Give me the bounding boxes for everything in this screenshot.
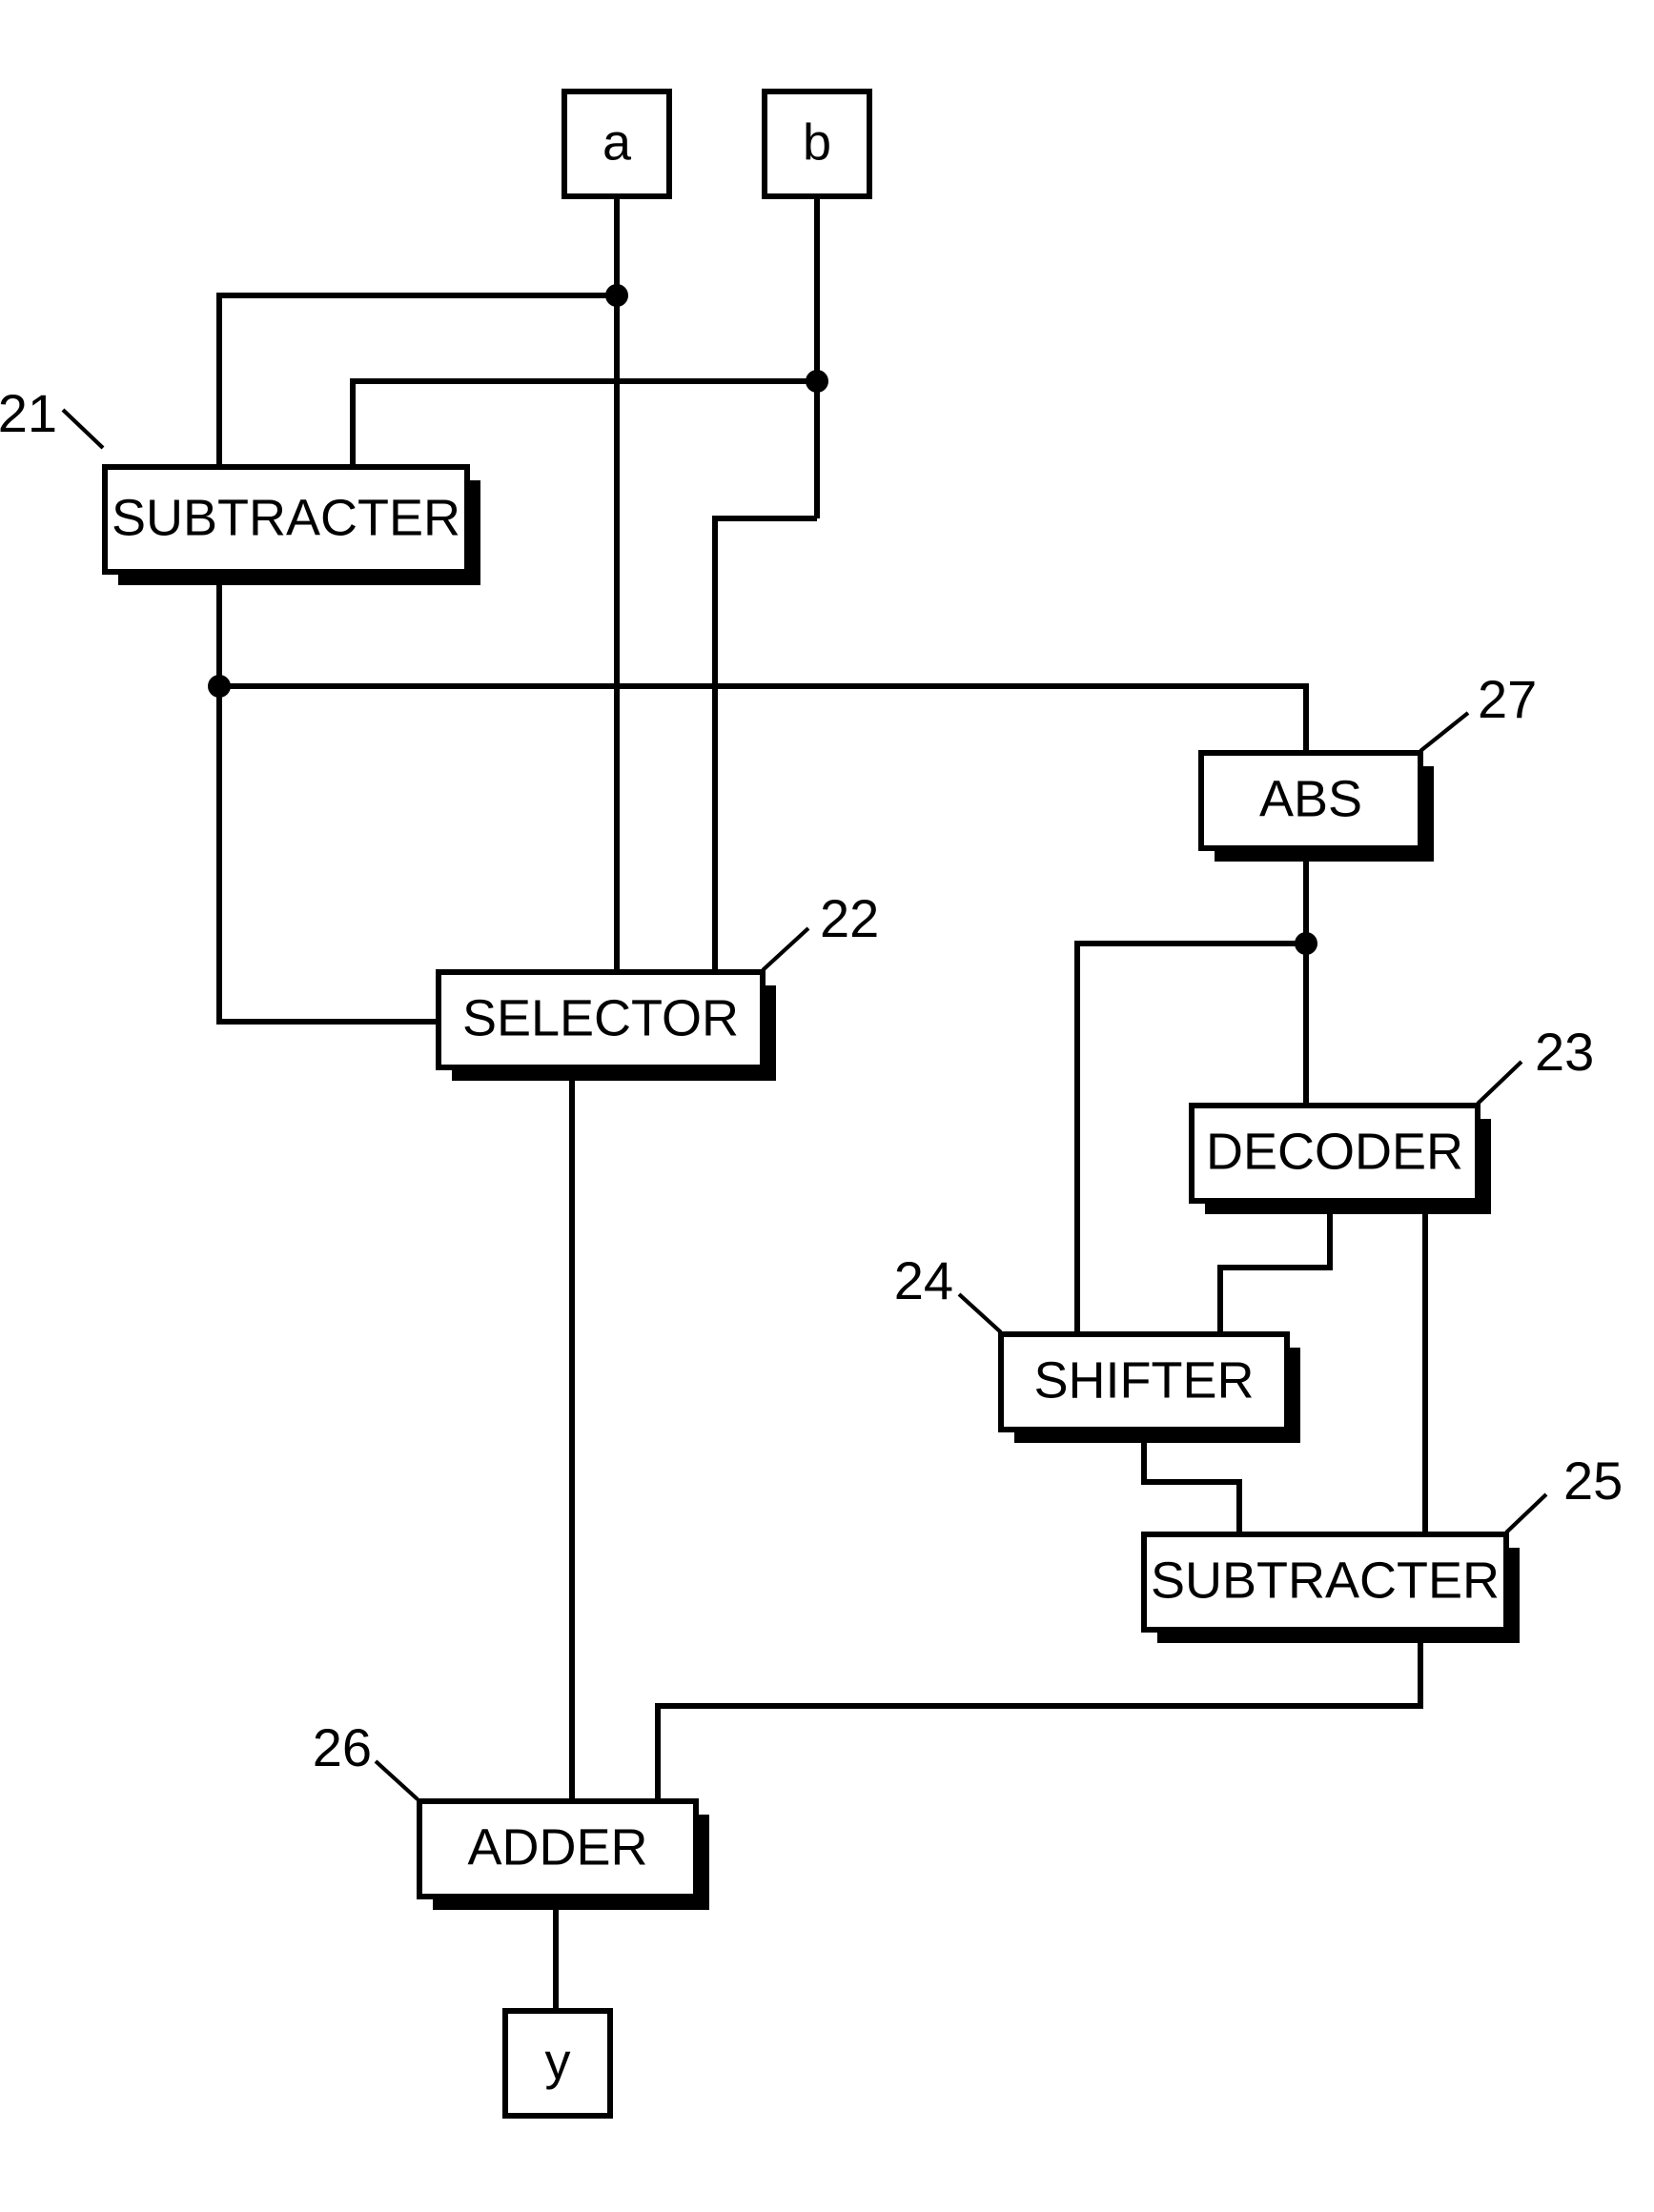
abs-ref: 27 xyxy=(1478,669,1537,729)
wire xyxy=(1144,1430,1239,1534)
ref-leader xyxy=(376,1761,418,1799)
ref-leader xyxy=(1420,713,1468,751)
y-label: y xyxy=(545,2033,571,2090)
wire xyxy=(1330,1201,1425,1534)
subtracter2-label: SUBTRACTER xyxy=(1151,1552,1500,1609)
junction-dot xyxy=(605,284,628,307)
decoder-ref: 23 xyxy=(1535,1022,1594,1082)
shifter-ref: 24 xyxy=(894,1250,953,1310)
selector-label: SELECTOR xyxy=(462,989,739,1046)
selector-ref: 22 xyxy=(820,888,879,948)
ref-leader xyxy=(63,410,103,448)
ref-leader xyxy=(763,928,808,970)
shifter-label: SHIFTER xyxy=(1033,1351,1254,1409)
subtracter2-ref: 25 xyxy=(1563,1451,1623,1511)
wire xyxy=(353,381,817,467)
subtracter1-label: SUBTRACTER xyxy=(112,489,460,546)
subtracter1-ref: 21 xyxy=(0,383,57,443)
wire xyxy=(219,572,439,1022)
adder-label: ADDER xyxy=(467,1818,647,1876)
adder-ref: 26 xyxy=(313,1717,372,1777)
ref-leader xyxy=(1478,1062,1521,1104)
junction-dot xyxy=(1295,932,1317,955)
wire xyxy=(1220,1201,1330,1334)
wire xyxy=(219,686,1306,753)
decoder-label: DECODER xyxy=(1206,1123,1463,1180)
wire xyxy=(658,1630,1420,1801)
a-label: a xyxy=(602,113,632,171)
junction-dot xyxy=(806,370,828,393)
abs-label: ABS xyxy=(1259,770,1362,827)
junction-dot xyxy=(208,675,231,698)
ref-leader xyxy=(959,1294,1001,1332)
ref-leader xyxy=(1506,1494,1546,1532)
block-diagram: a b SUBTRACTER 21 ABS 27 SELECTOR 22 DECODER 23 SH… xyxy=(0,0,1654,2212)
wire xyxy=(715,518,817,972)
b-label: b xyxy=(803,113,831,171)
